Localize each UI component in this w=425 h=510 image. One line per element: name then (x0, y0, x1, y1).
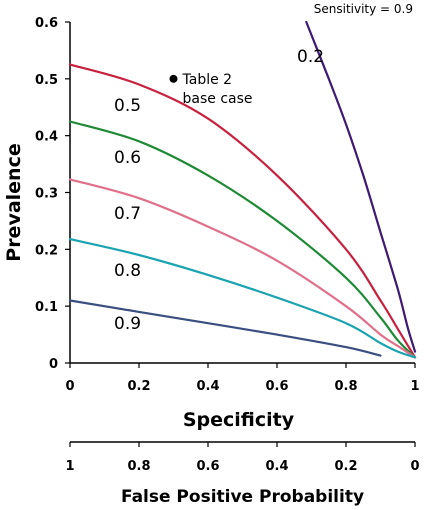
base-case-point (169, 74, 178, 83)
series-line-0-6 (68, 120, 417, 359)
series-label-0-7: 0.7 (114, 204, 141, 224)
series-label-0-6: 0.6 (114, 148, 141, 168)
base-case-label: base case (183, 91, 253, 107)
y-tick-label: 0.3 (35, 187, 58, 202)
base-case-label: Table 2 (182, 72, 233, 88)
y-axis-title: Prevalence (3, 143, 25, 261)
y-tick-label: 0 (49, 357, 58, 372)
series-label-0-8: 0.8 (114, 261, 141, 281)
x-tick-label: 0.4 (196, 379, 219, 394)
series-line-0-5 (68, 63, 417, 359)
y-tick-label: 0.6 (35, 16, 58, 31)
y-tick-label: 0.5 (35, 73, 58, 88)
series-label-0-9: 0.9 (114, 314, 141, 334)
secondary-x-tick-label: 0.6 (196, 459, 219, 474)
secondary-x-tick-label: 0.8 (127, 459, 150, 474)
x-tick-label: 0.8 (334, 379, 357, 394)
series-label-0-2: 0.2 (297, 47, 324, 67)
secondary-x-axis-title: False Positive Probability (121, 487, 364, 507)
secondary-x-tick-label: 0 (410, 459, 419, 474)
axes: 0 0.1 0.2 0.3 0.4 0.5 0.6 0 0.2 0.4 0.6 0.8 1 Specifi… (3, 16, 420, 507)
series-label-0-5: 0.5 (114, 96, 141, 116)
x-tick-label: 0 (65, 379, 74, 394)
secondary-x-tick-label: 0.4 (265, 459, 288, 474)
secondary-x-tick-label: 1 (65, 459, 74, 474)
labels: Sensitivity = 0.9 0.2 0.5 0.6 0.7 0.8 0.9 Table… (114, 2, 413, 334)
series-line-0-7 (68, 178, 417, 359)
series-line-0-2 (305, 20, 417, 353)
series-line-0-8 (68, 238, 417, 359)
curves (68, 20, 417, 359)
series-line-0-9 (68, 299, 382, 357)
x-tick-label: 0.6 (265, 379, 288, 394)
x-tick-label: 0.2 (127, 379, 150, 394)
sensitivity-label: Sensitivity = 0.9 (314, 2, 413, 16)
x-tick-label: 1 (410, 379, 419, 394)
y-tick-label: 0.4 (35, 130, 58, 145)
y-tick-label: 0.1 (35, 300, 58, 315)
x-axis-title: Specificity (183, 409, 295, 431)
y-tick-label: 0.2 (35, 243, 58, 258)
secondary-x-tick-label: 0.2 (334, 459, 357, 474)
